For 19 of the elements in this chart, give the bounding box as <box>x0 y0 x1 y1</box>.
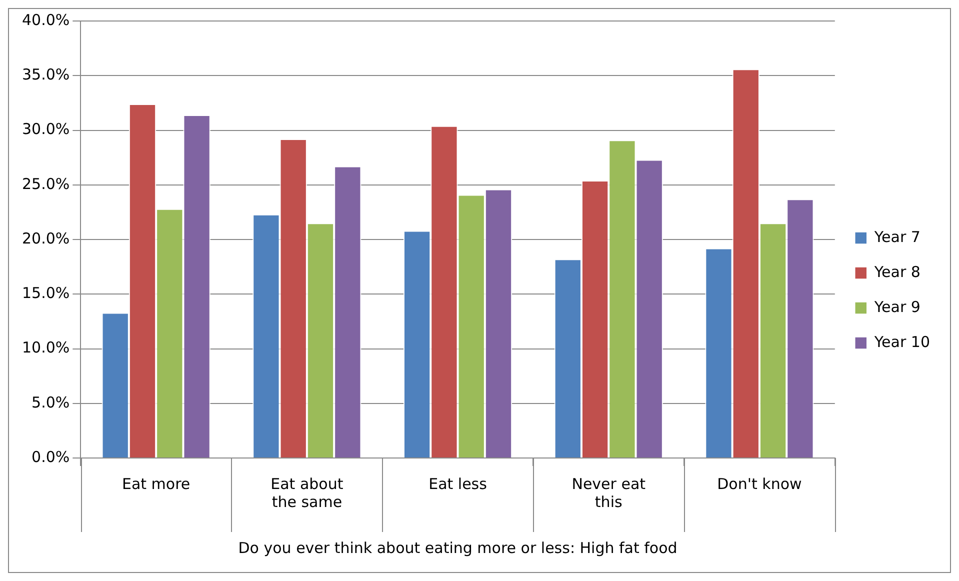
x-axis-title: Do you ever think about eating more or less: High fat food <box>238 538 678 557</box>
y-tick-label: 25.0% <box>22 174 70 193</box>
y-tick-label: 35.0% <box>22 66 70 84</box>
legend-label: Year 8 <box>873 262 920 281</box>
y-tick-label: 15.0% <box>22 284 70 302</box>
y-tick-label: 20.0% <box>22 229 70 248</box>
x-tick-label: Don't know <box>717 474 802 493</box>
y-tick-label: 0.0% <box>32 448 70 466</box>
x-tick-label: Eat more <box>122 474 190 493</box>
y-tick-label: 5.0% <box>32 393 70 412</box>
legend-label: Year 10 <box>873 332 930 351</box>
y-tick-label: 30.0% <box>22 120 70 138</box>
y-tick-label: 10.0% <box>22 338 70 357</box>
x-tick-label: Eat less <box>428 474 488 493</box>
legend-label: Year 7 <box>873 228 920 246</box>
legend-label: Year 9 <box>873 298 920 316</box>
y-tick-label: 40.0% <box>22 10 70 29</box>
x-tick-label: Eat about the same <box>270 474 344 511</box>
x-tick-label: Never eat this <box>572 474 646 511</box>
